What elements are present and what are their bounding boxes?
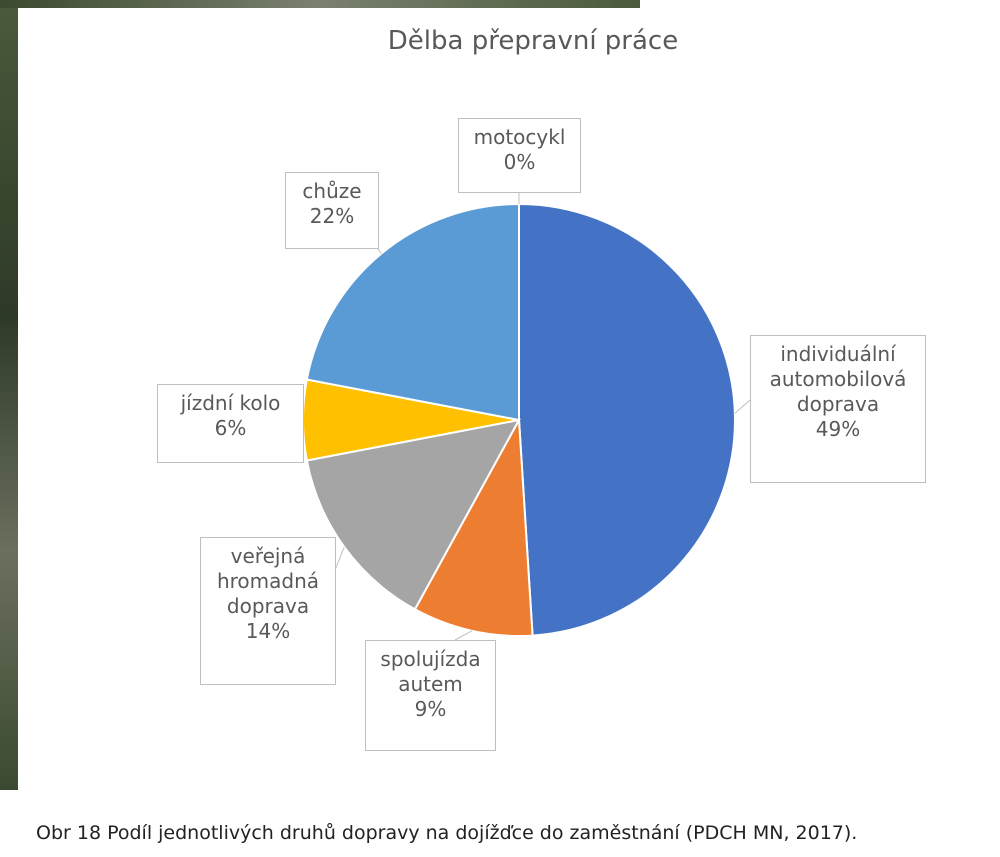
label-value: 22%	[309, 204, 355, 228]
data-label: chůze 22%	[285, 172, 379, 249]
caption: Obr 18 Podíl jednotlivých druhů dopravy …	[36, 822, 858, 844]
label-value: 6%	[214, 416, 247, 440]
background-photo	[0, 0, 18, 790]
label-value: 14%	[245, 619, 291, 643]
label-category: veřejná hromadná doprava	[216, 544, 320, 618]
data-label: veřejná hromadná doprava 14%	[200, 537, 336, 685]
pie-slice	[305, 202, 520, 422]
leader-line	[734, 399, 751, 414]
pie-slice	[305, 418, 521, 611]
leader-line	[454, 630, 473, 641]
label-category: individuální automobilová doprava	[769, 342, 907, 416]
label-category: spolujízda autem	[380, 647, 481, 696]
label-value: 49%	[815, 417, 861, 441]
chart-title: Dělba přepravní práce	[387, 26, 679, 56]
label-category: chůze	[302, 179, 362, 203]
label-category: motocykl	[473, 125, 566, 149]
label-value: 9%	[414, 697, 447, 721]
label-value: 0%	[503, 150, 536, 174]
pie-slice	[518, 202, 737, 637]
data-label: individuální automobilová doprava 49%	[750, 335, 926, 483]
data-label: jízdní kolo 6%	[157, 384, 304, 463]
background-photo	[0, 0, 640, 8]
data-label: motocykl 0%	[458, 118, 581, 193]
label-category: jízdní kolo	[180, 391, 281, 415]
leader-line	[334, 546, 345, 571]
data-label: spolujízda autem 9%	[365, 640, 496, 751]
